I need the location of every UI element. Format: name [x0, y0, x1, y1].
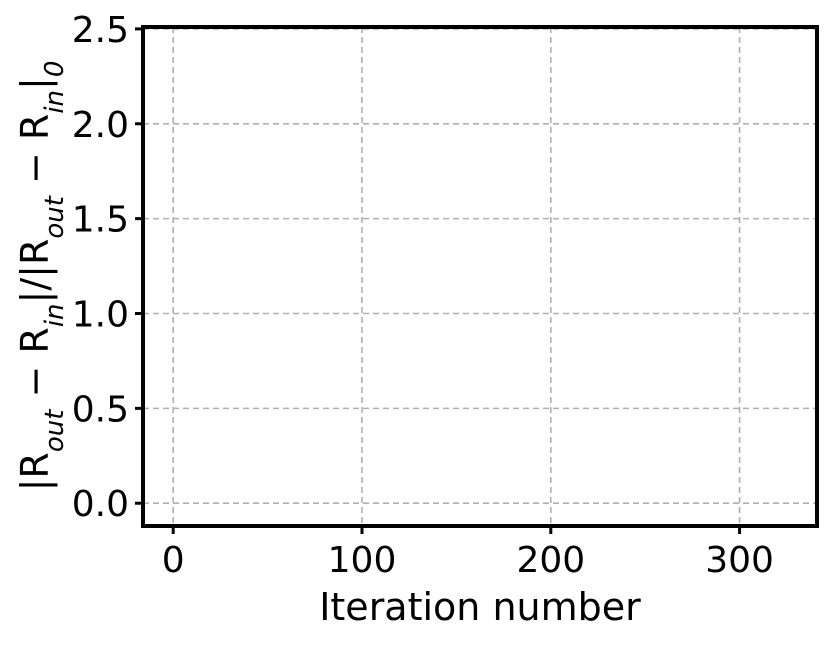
- x-tick-label: 100: [328, 540, 397, 581]
- y-tick-label: 2.0: [72, 105, 129, 146]
- x-tick-label: 300: [705, 540, 774, 581]
- y-label-text: |: [13, 77, 58, 90]
- y-label-subscript: in: [40, 90, 70, 114]
- x-tick-label: 0: [162, 540, 185, 581]
- y-label-text: − R: [13, 114, 57, 196]
- y-tick-label: 1.5: [72, 200, 129, 241]
- x-axis-label: Iteration number: [319, 585, 641, 629]
- y-label-subscript: out: [40, 195, 70, 238]
- y-label-subscript: 0: [40, 61, 70, 78]
- y-label-text: |R: [13, 452, 58, 491]
- y-tick-label: 0.5: [72, 389, 129, 430]
- y-label-subscript: out: [40, 409, 70, 452]
- x-tick-label: 200: [516, 540, 585, 581]
- plot-frame: [141, 25, 819, 528]
- y-axis-label: |Rout − Rin|/|Rout − Rin|0: [13, 61, 70, 492]
- y-tick-label: 2.5: [72, 10, 129, 51]
- y-label-text: |/|R: [13, 239, 58, 304]
- y-label-subscript: in: [40, 303, 70, 327]
- y-tick-label: 1.0: [72, 294, 129, 335]
- y-tick-label: 0.0: [72, 484, 129, 525]
- y-label-text: − R: [13, 327, 57, 409]
